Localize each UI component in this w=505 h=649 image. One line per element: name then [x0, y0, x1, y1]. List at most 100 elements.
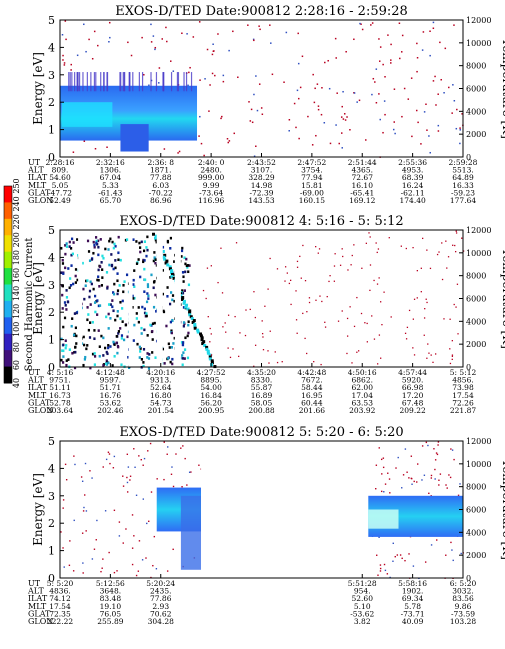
row-value: 54.00 — [200, 383, 222, 392]
row-value: 16.24 — [402, 181, 424, 190]
row-value: 16.73 — [49, 391, 71, 400]
noise-speck — [404, 332, 407, 334]
spectrogram-cell — [154, 261, 157, 265]
noise-speck — [413, 298, 416, 300]
noise-speck — [297, 97, 300, 100]
spectrogram-cell — [137, 258, 140, 261]
noise-speck — [131, 514, 134, 516]
spectrogram-cell — [161, 245, 165, 249]
noise-speck — [127, 466, 130, 468]
spectrogram-cell — [146, 356, 149, 359]
y2-tick-label: 10000 — [466, 460, 491, 469]
noise-speck — [113, 571, 116, 574]
row-value: -73.59 — [451, 609, 475, 618]
noise-speck — [333, 265, 336, 267]
noise-speck — [349, 129, 351, 131]
row-value: 201.66 — [299, 406, 325, 415]
noise-speck — [394, 555, 396, 558]
spectrogram-cell — [108, 263, 111, 267]
colorbar-segment — [4, 218, 12, 236]
y2-axis-label: Temperature [K] — [500, 38, 505, 139]
diagonal-feature — [152, 232, 156, 236]
row-value: 16.80 — [150, 391, 172, 400]
row-value: 60.44 — [301, 398, 323, 407]
noise-speck — [426, 301, 428, 304]
noise-speck — [399, 57, 401, 60]
noise-speck — [264, 305, 266, 307]
row-value: 3648. — [100, 587, 121, 596]
spectrogram-cell — [125, 238, 129, 241]
noise-speck — [365, 242, 368, 244]
spectrogram-cell — [93, 329, 96, 332]
row-value: 4365. — [352, 166, 373, 175]
spectrogram-cell — [150, 273, 153, 277]
row-value: 255.89 — [97, 617, 123, 626]
row-value: -47.72 — [48, 188, 72, 197]
noise-speck — [313, 101, 316, 104]
noise-speck — [425, 441, 428, 444]
row-value: 9313. — [150, 376, 171, 385]
row-value: 3754. — [301, 166, 322, 175]
noise-speck — [374, 81, 376, 83]
spectrogram-cell — [132, 238, 135, 241]
colorbar-segment — [4, 202, 12, 220]
spectrogram-cell — [167, 342, 170, 346]
spectrogram-cell — [65, 242, 68, 245]
spectrogram-cell — [122, 283, 125, 287]
noise-speck — [377, 574, 379, 576]
noise-speck — [449, 362, 452, 365]
diagonal-feature — [182, 301, 186, 305]
spectrogram-cell — [151, 330, 154, 333]
noise-speck — [432, 27, 435, 30]
y-tick-label: 5 — [48, 435, 55, 448]
noise-speck — [251, 121, 254, 124]
noise-speck — [161, 38, 164, 40]
noise-speck — [143, 457, 146, 460]
noise-speck — [232, 348, 234, 350]
row-value: 2480. — [200, 166, 221, 175]
spectrogram-cell — [182, 280, 185, 283]
x-tick-label: 2:40: 0 — [198, 158, 225, 167]
noise-speck — [118, 535, 121, 537]
noise-speck — [129, 479, 131, 481]
x-tick-label: 2:51:44 — [348, 158, 377, 167]
spectrogram-cell — [71, 252, 74, 256]
spectrogram-cell — [181, 357, 184, 360]
row-value: 203.92 — [349, 406, 375, 415]
spectrogram-cell — [104, 346, 107, 350]
spectrogram-cell — [104, 247, 107, 251]
noise-speck — [393, 88, 396, 90]
noise-speck — [217, 281, 219, 284]
noise-speck — [122, 475, 124, 477]
y2-tick-label: 0 — [466, 574, 471, 583]
noise-speck — [420, 267, 422, 269]
y-tick-label: 1 — [48, 334, 55, 347]
spectrogram-cell — [93, 294, 97, 298]
spectrogram-cell — [89, 366, 92, 370]
noise-speck — [224, 322, 226, 324]
diagonal-feature — [188, 313, 192, 317]
spectrogram-cell — [93, 337, 96, 341]
band-streak — [122, 72, 124, 92]
noise-speck — [453, 99, 456, 102]
spectrogram-cell — [89, 321, 92, 324]
colorbar-tick-label: 40 — [12, 378, 21, 388]
y-axis-label: Energy [eV] — [31, 262, 45, 335]
noise-speck — [377, 363, 379, 365]
noise-speck — [412, 246, 414, 249]
noise-speck — [227, 314, 230, 316]
noise-speck — [172, 485, 175, 488]
spectrogram-cell — [101, 276, 104, 279]
spectrogram-cell — [184, 270, 187, 274]
noise-speck — [434, 468, 436, 471]
spectrogram-cell — [74, 350, 77, 354]
noise-speck — [441, 278, 444, 281]
spectrogram-cell — [88, 295, 91, 299]
spectrogram-cell — [89, 280, 92, 284]
noise-speck — [253, 39, 255, 42]
noise-speck — [150, 41, 153, 43]
row-value: 70.62 — [150, 609, 172, 618]
noise-speck — [267, 288, 269, 290]
diagonal-feature — [186, 307, 190, 311]
noise-speck — [336, 92, 338, 94]
